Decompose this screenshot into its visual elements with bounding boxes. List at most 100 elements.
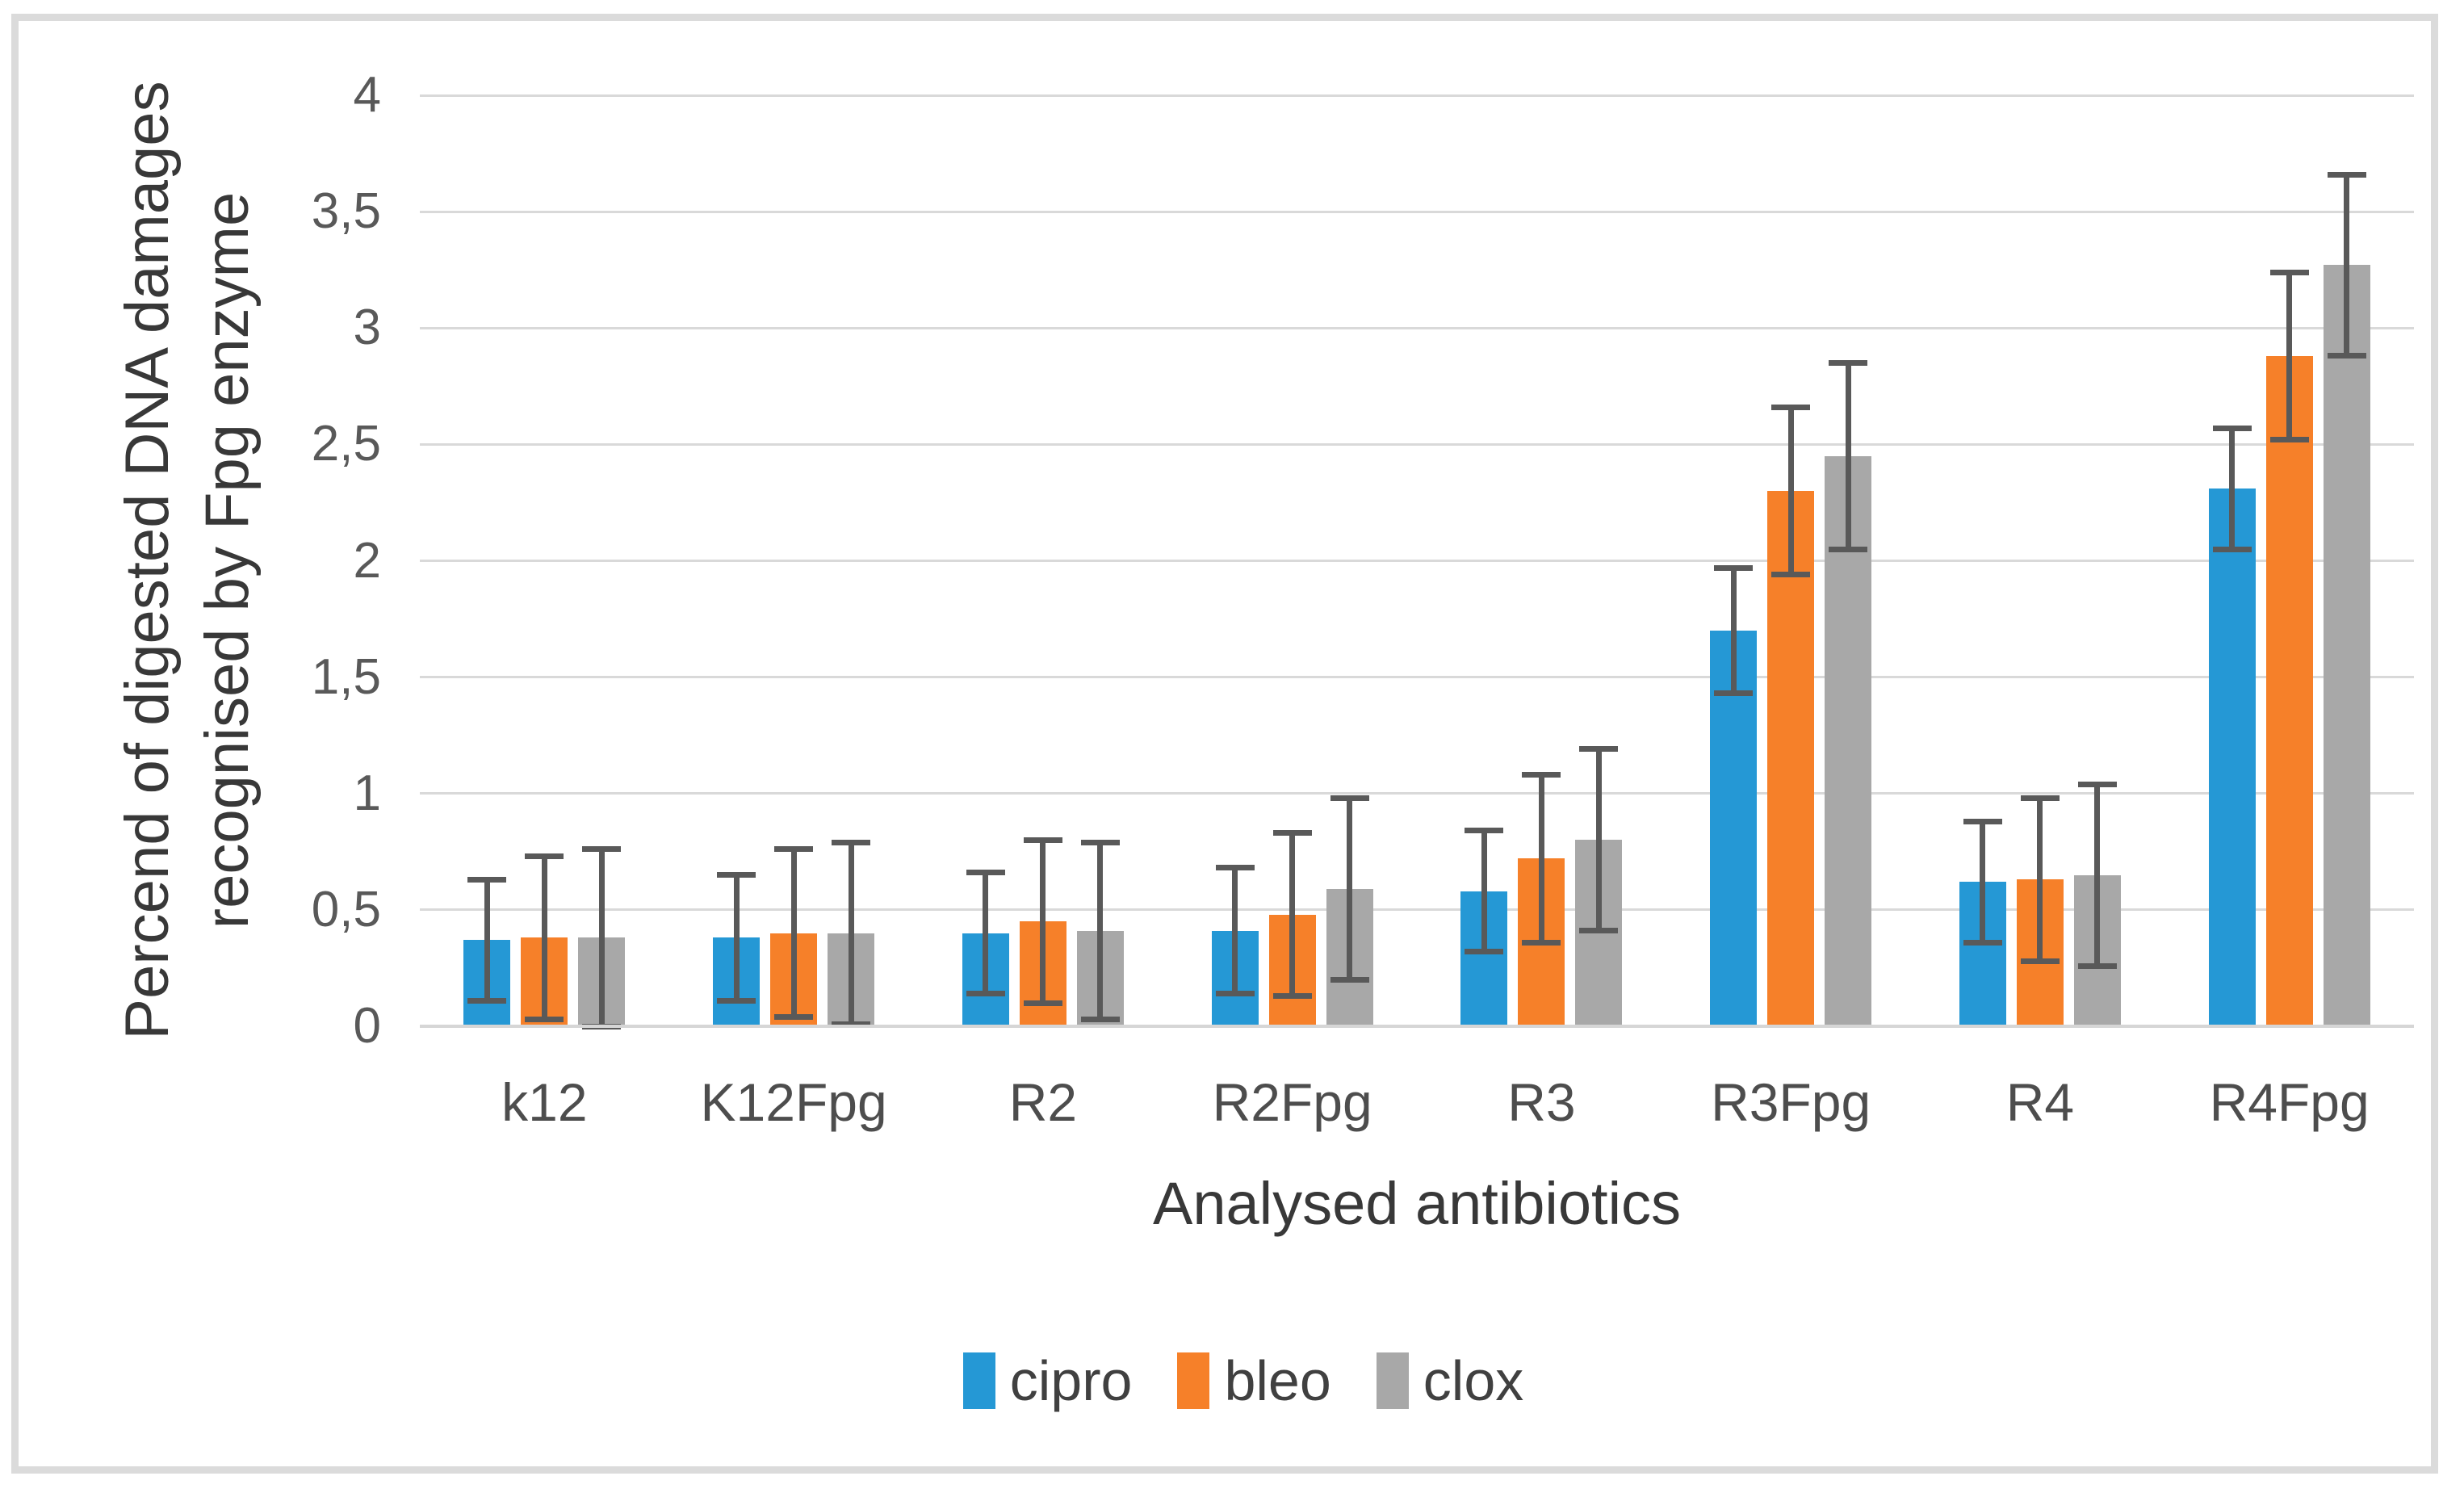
legend: cipro bleo clox — [0, 1350, 2464, 1411]
bar-bleo-R3Fpg — [1767, 491, 1815, 1026]
error-bar-clox-R4Fpg — [2344, 174, 2350, 356]
error-cap-bottom-cipro-K12Fpg — [717, 997, 756, 1004]
error-cap-top-clox-R3 — [1579, 746, 1619, 753]
error-cap-bottom-cipro-R2Fpg — [1215, 991, 1255, 997]
legend-label-clox: clox — [1423, 1349, 1524, 1412]
error-cap-bottom-cipro-R3Fpg — [1714, 690, 1754, 697]
error-cap-bottom-cipro-R4Fpg — [2212, 546, 2252, 552]
error-bar-bleo-R2 — [1040, 840, 1046, 1004]
error-cap-bottom-cipro-R2 — [966, 991, 1005, 997]
error-cap-bottom-bleo-K12Fpg — [774, 1013, 814, 1020]
error-cap-bottom-bleo-R3Fpg — [1771, 572, 1811, 578]
error-cap-top-cipro-R3 — [1465, 828, 1504, 834]
error-cap-bottom-clox-K12Fpg — [832, 1021, 871, 1027]
error-cap-top-bleo-k12 — [525, 853, 564, 860]
category-label-R3: R3 — [1507, 1072, 1576, 1132]
error-cap-top-clox-k12 — [582, 846, 622, 853]
error-cap-bottom-bleo-R4Fpg — [2269, 437, 2309, 443]
error-cap-top-clox-R2Fpg — [1330, 795, 1369, 801]
error-bar-bleo-R3Fpg — [1787, 407, 1794, 575]
error-cap-top-bleo-R4Fpg — [2269, 269, 2309, 275]
y-tick-label: 0 — [353, 998, 381, 1054]
y-tick-label: 3 — [353, 300, 381, 356]
y-tick-label: 1,5 — [311, 648, 381, 705]
bar-cipro-R4Fpg — [2208, 489, 2256, 1026]
error-cap-bottom-cipro-R3 — [1465, 949, 1504, 955]
error-cap-bottom-clox-R4 — [2077, 962, 2117, 969]
gridline-1 — [420, 792, 2414, 795]
error-cap-top-cipro-R4 — [1963, 818, 2002, 824]
y-axis-tick-labels: 0 0,5 1 1,5 2 2,5 3 3,5 4 — [0, 0, 381, 1497]
error-bar-clox-k12 — [598, 849, 605, 1026]
y-tick-label: 1 — [353, 765, 381, 821]
error-bar-cipro-K12Fpg — [733, 874, 740, 1001]
error-cap-top-clox-R4Fpg — [2327, 171, 2366, 178]
legend-label-cipro: cipro — [1009, 1349, 1133, 1412]
error-cap-top-cipro-K12Fpg — [717, 872, 756, 878]
bar-cipro-R3Fpg — [1710, 630, 1758, 1026]
error-cap-top-cipro-R2Fpg — [1215, 865, 1255, 871]
x-axis-category-labels: k12 K12Fpg R2 R2Fpg R3 R3Fpg R4 R4Fpg — [420, 1074, 2414, 1130]
error-cap-bottom-bleo-R4 — [2020, 958, 2060, 964]
error-bar-clox-R2Fpg — [1347, 798, 1353, 980]
error-bar-clox-R3 — [1595, 748, 1602, 931]
x-axis-line — [420, 1025, 2414, 1028]
y-tick-label: 2,5 — [311, 416, 381, 472]
legend-item-cipro: cipro — [962, 1349, 1133, 1412]
error-bar-cipro-R3 — [1481, 830, 1487, 952]
legend-swatch-bleo — [1177, 1352, 1210, 1409]
gridline-1_5 — [420, 676, 2414, 679]
error-cap-top-bleo-R4 — [2020, 795, 2060, 801]
legend-swatch-clox — [1376, 1352, 1409, 1409]
error-bar-bleo-K12Fpg — [790, 849, 797, 1017]
error-cap-bottom-clox-R2Fpg — [1330, 976, 1369, 983]
y-tick-label: 0,5 — [311, 881, 381, 937]
bar-clox-R4Fpg — [2323, 265, 2370, 1026]
error-cap-top-clox-R4 — [2077, 781, 2117, 787]
category-label-R4Fpg: R4Fpg — [2209, 1072, 2370, 1132]
error-bar-cipro-R4 — [1980, 821, 1986, 943]
category-label-R3Fpg: R3Fpg — [1711, 1072, 1871, 1132]
error-bar-clox-K12Fpg — [848, 842, 854, 1025]
category-label-R2: R2 — [1008, 1072, 1078, 1132]
error-cap-top-bleo-K12Fpg — [774, 846, 814, 853]
error-cap-top-cipro-k12 — [467, 876, 507, 883]
y-tick-label: 2 — [353, 532, 381, 589]
gridline-3 — [420, 326, 2414, 329]
error-cap-top-cipro-R3Fpg — [1714, 564, 1754, 571]
legend-label-bleo: bleo — [1224, 1349, 1331, 1412]
error-bar-cipro-R3Fpg — [1730, 568, 1737, 694]
gridline-2_5 — [420, 442, 2414, 446]
error-cap-bottom-clox-R2 — [1080, 1016, 1120, 1022]
error-cap-bottom-cipro-k12 — [467, 997, 507, 1004]
chart-border — [11, 14, 2438, 1474]
error-cap-top-clox-R2 — [1080, 839, 1120, 845]
error-cap-bottom-bleo-k12 — [525, 1016, 564, 1022]
error-cap-top-clox-K12Fpg — [832, 839, 871, 845]
category-label-K12Fpg: K12Fpg — [700, 1072, 887, 1132]
legend-item-bleo: bleo — [1177, 1349, 1331, 1412]
error-bar-cipro-R2Fpg — [1232, 867, 1238, 994]
gridline-4 — [420, 94, 2414, 97]
error-cap-bottom-clox-R4Fpg — [2327, 353, 2366, 359]
error-cap-top-bleo-R2 — [1023, 837, 1062, 843]
error-cap-top-cipro-R4Fpg — [2212, 425, 2252, 431]
error-cap-bottom-bleo-R2Fpg — [1272, 993, 1312, 1000]
bar-bleo-R4Fpg — [2265, 355, 2313, 1026]
plot-area — [420, 94, 2414, 1029]
error-bar-bleo-R4Fpg — [2286, 272, 2293, 440]
error-cap-bottom-clox-R3Fpg — [1829, 546, 1868, 552]
category-label-R4: R4 — [2005, 1072, 2075, 1132]
category-label-R2Fpg: R2Fpg — [1212, 1072, 1372, 1132]
error-bar-bleo-R4 — [2037, 798, 2043, 962]
gridline-3_5 — [420, 210, 2414, 213]
error-cap-top-clox-R3Fpg — [1829, 359, 1868, 366]
error-bar-bleo-R3 — [1538, 774, 1544, 943]
gridline-0_5 — [420, 908, 2414, 912]
gridline-2 — [420, 560, 2414, 562]
error-cap-bottom-bleo-R3 — [1522, 939, 1561, 946]
error-bar-bleo-R2Fpg — [1289, 832, 1296, 996]
error-bar-clox-R2 — [1097, 842, 1104, 1020]
legend-item-clox: clox — [1376, 1349, 1524, 1412]
x-axis-title: Analysed antibiotics — [1152, 1170, 1682, 1237]
